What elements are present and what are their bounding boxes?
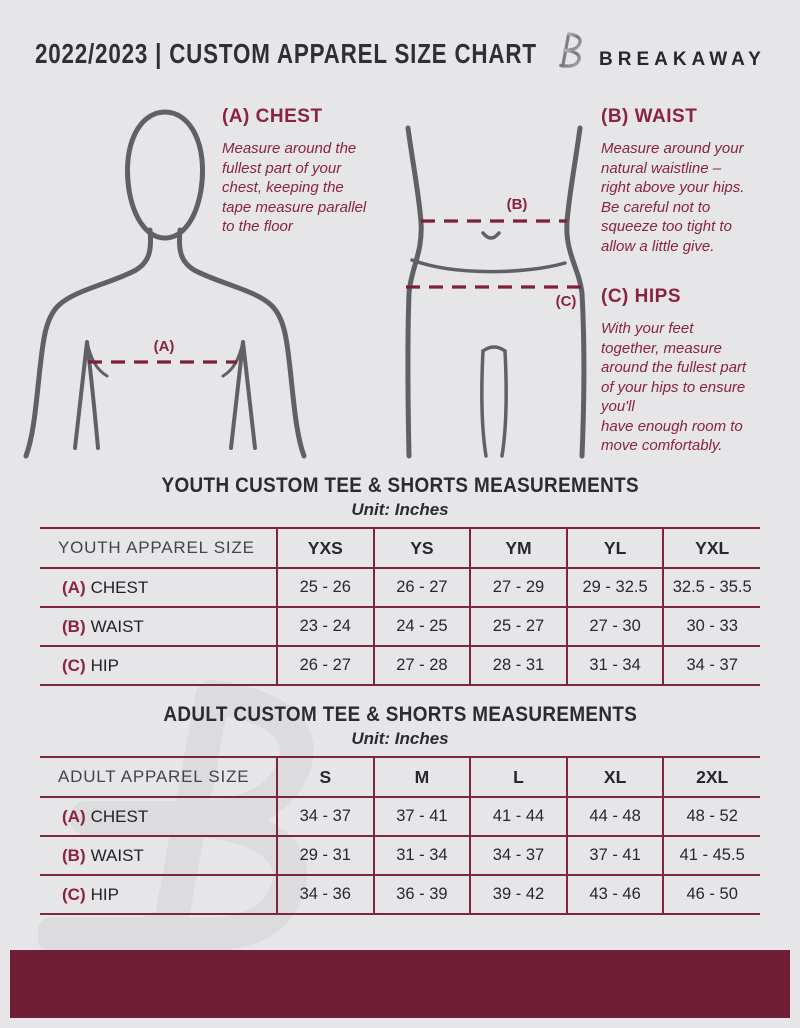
chest-body-text: Measure around the fullest part of your … (222, 140, 367, 235)
table-cell: 28 - 31 (469, 645, 567, 686)
hips-instructions: (C) HIPS With your feet together, measur… (601, 286, 800, 456)
adult-col-s: S (276, 756, 374, 797)
row-prefix: (B) (62, 616, 86, 636)
hips-body-text: With your feet together, measure around … (601, 320, 747, 454)
table-cell: 32.5 - 35.5 (662, 567, 760, 607)
hips-marker-label: (C) (555, 293, 577, 310)
adult-col-2xl: 2XL (662, 756, 760, 797)
table-cell: 26 - 27 (372, 567, 471, 607)
youth-size-label: YOUTH APPAREL SIZE (40, 527, 277, 568)
table-cell: 41 - 44 (469, 796, 567, 836)
row-prefix: (A) (62, 806, 86, 826)
row-name: WAIST (90, 845, 144, 865)
table-cell: 44 - 48 (565, 796, 664, 836)
adult-chest-row: (A) CHEST 34 - 37 37 - 41 41 - 44 44 - 48… (40, 796, 760, 836)
chest-marker-label: (A) (153, 338, 175, 355)
table-cell: 25 - 26 (276, 567, 374, 607)
youth-col-yl: YL (565, 527, 664, 568)
table-cell: 37 - 41 (565, 835, 664, 875)
adult-table-title-text: ADULT CUSTOM TEE & SHORTS MEASUREMENTS (163, 703, 637, 726)
table-cell: 29 - 32.5 (565, 567, 664, 607)
youth-table-title-text: YOUTH CUSTOM TEE & SHORTS MEASUREMENTS (161, 474, 639, 497)
row-prefix: (C) (62, 884, 86, 904)
adult-table-unit: Unit: Inches (351, 729, 449, 748)
adult-size-table: ADULT APPAREL SIZE S M L XL 2XL (A) CHEST… (40, 756, 760, 915)
table-cell: 46 - 50 (662, 874, 760, 915)
youth-table-unit: Unit: Inches (351, 500, 449, 519)
row-name: CHEST (90, 806, 149, 826)
adult-col-m: M (372, 756, 471, 797)
row-label-waist: (B) WAIST (40, 606, 277, 646)
table-cell: 30 - 33 (662, 606, 760, 646)
youth-col-ym: YM (469, 527, 567, 568)
upper-body-figure (23, 109, 307, 459)
row-prefix: (A) (62, 577, 86, 597)
page-title: 2022/2023 | CUSTOM APPAREL SIZE CHART (35, 38, 537, 69)
row-name: HIP (90, 655, 119, 675)
row-label-waist: (B) WAIST (40, 835, 277, 875)
adult-col-l: L (469, 756, 567, 797)
adult-col-xl: XL (565, 756, 664, 797)
youth-table-title: YOUTH CUSTOM TEE & SHORTS MEASUREMENTS (0, 474, 800, 498)
waist-body-text: Measure around your natural waistline – … (601, 140, 745, 255)
table-cell: 23 - 24 (276, 606, 374, 646)
row-label-hip: (C) HIP (40, 874, 277, 915)
row-label-chest: (A) CHEST (40, 796, 277, 836)
table-cell: 29 - 31 (276, 835, 374, 875)
table-cell: 41 - 45.5 (662, 835, 760, 875)
table-cell: 31 - 34 (565, 645, 664, 686)
table-cell: 34 - 37 (469, 835, 567, 875)
table-cell: 31 - 34 (372, 835, 471, 875)
adult-size-label: ADULT APPAREL SIZE (40, 756, 277, 797)
adult-hip-row: (C) HIP 34 - 36 36 - 39 39 - 42 43 - 46 4… (40, 874, 760, 915)
row-prefix: (B) (62, 845, 86, 865)
row-name: HIP (90, 884, 119, 904)
row-prefix: (C) (62, 655, 86, 675)
youth-size-table: YOUTH APPAREL SIZE YXS YS YM YL YXL (A) C… (40, 527, 760, 686)
waist-instructions: (B) WAIST Measure around your natural wa… (601, 106, 796, 256)
row-name: CHEST (90, 577, 149, 597)
youth-waist-row: (B) WAIST 23 - 24 24 - 25 25 - 27 27 - 30… (40, 606, 760, 646)
table-cell: 36 - 39 (372, 874, 471, 915)
table-cell: 25 - 27 (469, 606, 567, 646)
youth-col-yxl: YXL (662, 527, 760, 568)
table-cell: 26 - 27 (276, 645, 374, 686)
youth-hip-row: (C) HIP 26 - 27 27 - 28 28 - 31 31 - 34 3… (40, 645, 760, 686)
waist-heading: (B) WAIST (601, 106, 698, 127)
row-label-hip: (C) HIP (40, 645, 277, 686)
youth-chest-row: (A) CHEST 25 - 26 26 - 27 27 - 29 29 - 32… (40, 567, 760, 607)
table-cell: 43 - 46 (565, 874, 664, 915)
adult-waist-row: (B) WAIST 29 - 31 31 - 34 34 - 37 37 - 41… (40, 835, 760, 875)
brand-name: BREAKAWAY (599, 49, 766, 70)
table-cell: 37 - 41 (372, 796, 471, 836)
table-cell: 34 - 37 (276, 796, 374, 836)
lower-body-figure (405, 125, 587, 459)
table-cell: 39 - 42 (469, 874, 567, 915)
table-cell: 34 - 37 (662, 645, 760, 686)
youth-header-row: YOUTH APPAREL SIZE YXS YS YM YL YXL (40, 527, 760, 568)
waist-marker-label: (B) (506, 196, 528, 213)
table-cell: 24 - 25 (372, 606, 471, 646)
table-cell: 34 - 36 (276, 874, 374, 915)
chest-instructions: (A) CHEST Measure around the fullest par… (222, 106, 417, 237)
row-name: WAIST (90, 616, 144, 636)
adult-header-row: ADULT APPAREL SIZE S M L XL 2XL (40, 756, 760, 797)
table-cell: 27 - 29 (469, 567, 567, 607)
table-cell: 27 - 30 (565, 606, 664, 646)
adult-table-title: ADULT CUSTOM TEE & SHORTS MEASUREMENTS (0, 703, 800, 727)
hips-heading: (C) HIPS (601, 286, 681, 307)
table-cell: 27 - 28 (372, 645, 471, 686)
chest-heading: (A) CHEST (222, 106, 323, 127)
table-cell: 48 - 52 (662, 796, 760, 836)
youth-col-yxs: YXS (276, 527, 374, 568)
youth-col-ys: YS (372, 527, 471, 568)
footer-bar (10, 950, 790, 1018)
measuring-guide-section: (A) (B) (C) (A) CHEST Measure around the… (0, 100, 800, 462)
breakaway-logo-icon (545, 32, 582, 68)
row-label-chest: (A) CHEST (40, 567, 277, 607)
